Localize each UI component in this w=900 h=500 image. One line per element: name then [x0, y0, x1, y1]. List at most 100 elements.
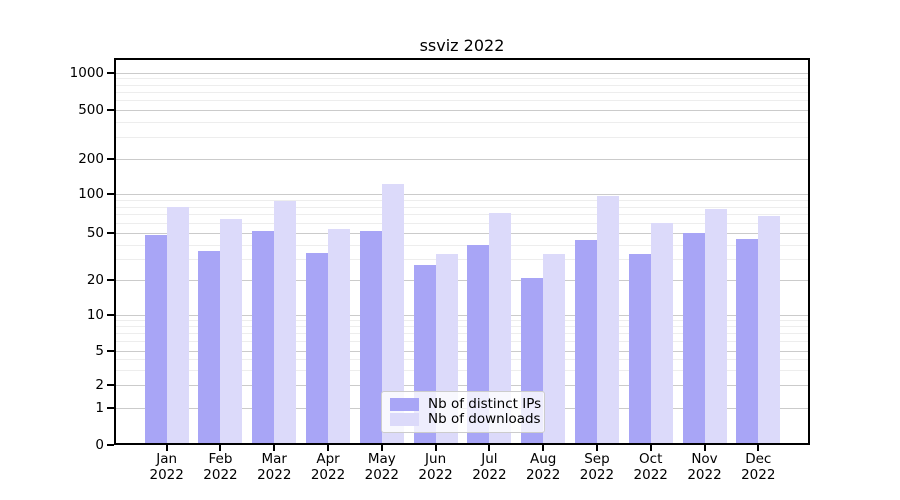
x-tick-mark [703, 445, 706, 451]
gridline-major [116, 315, 808, 316]
gridline-minor [116, 206, 808, 208]
x-tick-label-mar: Mar 2022 [244, 451, 304, 483]
x-tick-year: 2022 [257, 467, 292, 483]
bar-ips-sep [574, 239, 597, 443]
gridline-major [116, 159, 808, 160]
gridline-minor [116, 333, 808, 335]
x-tick-month: Oct [639, 451, 663, 467]
x-tick-month: Dec [745, 451, 772, 467]
y-tick-mark [107, 349, 114, 352]
x-tick-label-aug: Aug 2022 [513, 451, 573, 483]
bar-downloads-aug [543, 254, 566, 443]
bar-downloads-dec [758, 215, 781, 443]
y-tick-mark [107, 158, 114, 160]
gridline-minor [116, 78, 808, 80]
bar-downloads-nov [704, 209, 727, 443]
legend-label-downloads: Nb of downloads [428, 411, 541, 427]
legend-swatch-distinct-ips-icon [390, 398, 419, 411]
y-tick-mark [107, 109, 114, 111]
x-tick-label-jul: Jul 2022 [459, 451, 519, 483]
gridline-minor [116, 359, 808, 361]
gridline-minor [116, 121, 808, 123]
x-tick-year: 2022 [418, 467, 453, 483]
x-tick-month: Mar [261, 451, 287, 467]
x-tick-month: Jan [156, 451, 178, 467]
x-tick-month: Apr [316, 451, 340, 467]
y-tick-label-1000: 1000 [69, 64, 104, 81]
legend-item-distinct-ips: Nb of distinct IPs [390, 397, 541, 412]
gridline-minor [116, 326, 808, 328]
bar-ips-apr [306, 252, 329, 443]
x-tick-year: 2022 [525, 467, 561, 483]
gridline-minor [116, 341, 808, 343]
y-tick-label-5: 5 [95, 342, 104, 359]
gridline-minor [116, 200, 808, 202]
x-tick-year: 2022 [149, 467, 184, 483]
x-tick-month: Jul [481, 451, 498, 467]
x-tick-label-nov: Nov 2022 [675, 451, 735, 483]
x-tick-month: Sep [584, 451, 610, 467]
gridline-major [116, 385, 808, 386]
x-tick-mark [542, 445, 545, 451]
x-tick-month: Feb [208, 451, 233, 467]
chart-title: ssviz 2022 [419, 36, 505, 55]
bar-downloads-feb [220, 218, 243, 443]
gridline-minor [116, 244, 808, 246]
y-tick-label-100: 100 [78, 186, 104, 203]
x-tick-label-jun: Jun 2022 [406, 451, 466, 483]
gridline-major [116, 194, 808, 196]
y-tick-mark [107, 193, 114, 196]
bar-ips-feb [198, 251, 221, 443]
x-tick-year: 2022 [203, 467, 238, 483]
x-tick-label-sep: Sep 2022 [567, 451, 627, 483]
x-tick-mark [649, 445, 652, 451]
x-tick-label-dec: Dec 2022 [728, 451, 788, 483]
y-tick-mark [107, 232, 114, 235]
y-tick-mark [107, 444, 114, 446]
y-tick-label-2: 2 [95, 377, 104, 393]
bar-downloads-apr [328, 228, 351, 443]
y-tick-label-200: 200 [78, 151, 104, 167]
gridline-minor [116, 320, 808, 322]
bar-downloads-jan [166, 206, 189, 443]
gridline-minor [116, 91, 808, 93]
x-tick-year: 2022 [579, 467, 615, 483]
gridline-minor [116, 369, 808, 371]
bar-downloads-may [381, 184, 404, 443]
x-tick-label-feb: Feb 2022 [190, 451, 250, 483]
bar-ips-dec [736, 238, 759, 443]
y-tick-mark [107, 314, 114, 316]
y-tick-label-10: 10 [86, 307, 104, 323]
x-tick-label-oct: Oct 2022 [621, 451, 681, 483]
x-tick-year: 2022 [687, 467, 722, 483]
x-tick-month: Nov [691, 451, 718, 467]
y-tick-mark [107, 407, 114, 410]
bar-downloads-jul [489, 212, 512, 443]
x-tick-mark [488, 445, 491, 451]
bar-ips-nov [682, 233, 705, 443]
x-tick-month: Jun [425, 451, 447, 467]
x-tick-mark [165, 445, 168, 451]
x-tick-mark [273, 445, 276, 451]
x-tick-label-jan: Jan 2022 [137, 451, 197, 483]
gridline-minor [116, 84, 808, 86]
gridline-major [116, 350, 808, 352]
y-tick-mark [107, 279, 114, 281]
legend: Nb of distinct IPs Nb of downloads [381, 391, 545, 433]
bar-downloads-mar [274, 201, 297, 443]
bar-ips-oct [628, 254, 651, 443]
x-tick-year: 2022 [633, 467, 668, 483]
y-tick-label-50: 50 [86, 225, 104, 242]
gridline-major [116, 280, 808, 281]
bar-ips-jan [144, 235, 167, 443]
plot-area [114, 58, 810, 445]
legend-swatch-downloads-icon [390, 413, 419, 426]
bar-ips-mar [252, 231, 275, 443]
legend-label-distinct-ips: Nb of distinct IPs [428, 396, 542, 412]
x-tick-mark [380, 445, 383, 451]
gridline-major [116, 72, 808, 74]
legend-item-downloads: Nb of downloads [390, 412, 541, 427]
y-tick-label-1: 1 [95, 400, 104, 417]
x-tick-year: 2022 [472, 467, 507, 483]
